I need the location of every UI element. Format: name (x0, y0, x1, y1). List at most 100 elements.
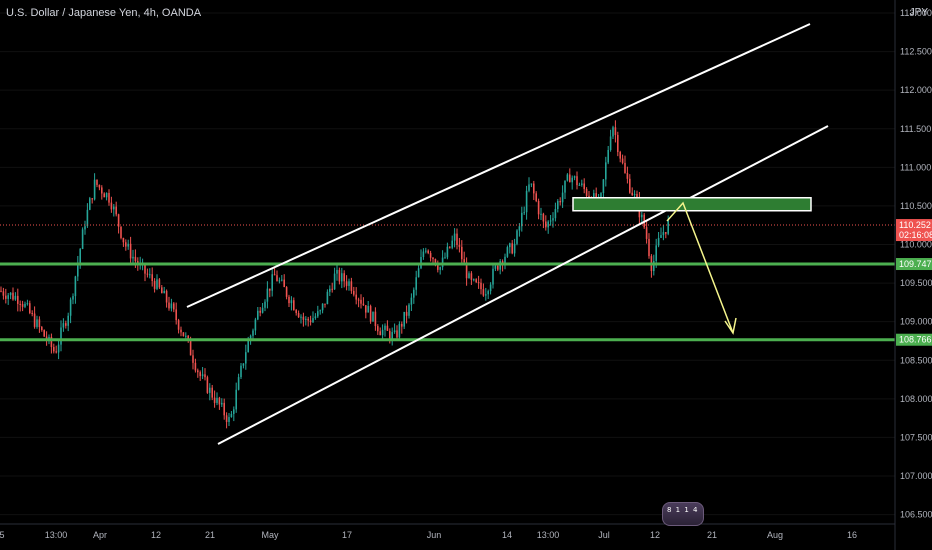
candle-body (561, 192, 564, 203)
candle-body (77, 262, 79, 277)
candle-body (449, 246, 451, 248)
candle-body (237, 377, 240, 390)
candle-body (641, 214, 643, 218)
candle-body (384, 325, 386, 330)
price-tick-label: 111.000 (900, 162, 931, 172)
level-price-tag-text: 108.766 (899, 335, 932, 345)
candle-body (307, 318, 309, 321)
candle-body (247, 341, 249, 353)
candle-body (293, 300, 295, 311)
candle-body (285, 287, 288, 297)
candle-body (72, 296, 74, 300)
candle-body (333, 273, 336, 290)
candle-body (458, 244, 461, 247)
candle-body (86, 209, 89, 227)
candle-body (223, 402, 225, 416)
time-tick-label: 21 (205, 530, 215, 540)
candle-body (259, 310, 261, 313)
price-axis[interactable]: 113.000 112.500 112.000 111.500 111.000 110.5… (894, 0, 932, 550)
candle-body (254, 319, 257, 331)
candle-body (273, 274, 276, 276)
candle-body (487, 291, 489, 295)
candle-body (547, 221, 549, 228)
candle-body (403, 311, 405, 327)
candle-body (297, 313, 300, 318)
candle-body (619, 151, 621, 159)
candle-body (386, 325, 389, 331)
candle-body (530, 183, 533, 185)
candle-body (475, 279, 477, 283)
candle-body (65, 323, 67, 326)
candle-body (353, 290, 355, 295)
time-tick-label: May (261, 530, 279, 540)
candle-body (41, 327, 43, 331)
candle-body (521, 212, 523, 227)
current-price-tag-bg (896, 219, 932, 242)
candle-body (422, 251, 425, 257)
candle-body (177, 320, 180, 330)
candle-body (451, 240, 453, 248)
projection-arrow-head (724, 317, 737, 335)
candle-body (621, 158, 624, 163)
candle-body (473, 279, 475, 281)
candle-body (360, 299, 362, 304)
candle-body (489, 284, 492, 292)
price-tick-label: 113.000 (900, 8, 932, 18)
candle-body (242, 363, 245, 366)
price-tick-label: 106.500 (900, 510, 932, 520)
grid (0, 12, 895, 516)
candle-body (17, 295, 19, 304)
candle-body (381, 329, 384, 336)
candle-body (158, 279, 161, 288)
candle-body (415, 277, 417, 290)
candle-body (165, 290, 168, 303)
candle-body (129, 243, 132, 259)
candle-body (110, 202, 113, 210)
candle-body (233, 409, 235, 414)
candle-body (189, 339, 192, 356)
time-axis[interactable]: 5 13:00 Apr 12 21 May 17 Jun 14 13:00 Jul 12 21 Aug 16 (0, 523, 895, 540)
candle-body (197, 370, 199, 373)
candle-body (552, 218, 554, 221)
candle-body (228, 417, 230, 422)
candle-body (528, 184, 530, 191)
candle-body (57, 344, 60, 353)
candle-body (331, 288, 333, 290)
chart-title: U.S. Dollar / Japanese Yen, 4h, OANDA (6, 7, 202, 19)
time-tick-label: Aug (767, 530, 783, 540)
price-tick-label: 107.000 (900, 471, 932, 481)
candle-body (348, 281, 350, 286)
candle-body (163, 290, 165, 294)
candle-body (149, 274, 151, 276)
candle-body (312, 318, 314, 323)
candle-body (612, 127, 614, 137)
event-badge-text: 8 1 1 4 (667, 506, 699, 514)
candle-body (350, 281, 353, 291)
candle-body (120, 226, 122, 238)
candle-body (485, 294, 487, 296)
candle-body (146, 273, 149, 275)
candle-body (655, 245, 657, 262)
candle-body (446, 246, 449, 258)
candle-body (173, 303, 175, 310)
candle-body (343, 273, 345, 282)
candle-body (305, 318, 307, 320)
candle-body (573, 176, 576, 178)
candle-body (269, 288, 271, 291)
candle-body (564, 180, 566, 193)
candle-body (504, 256, 506, 265)
price-tick-label: 108.000 (900, 394, 932, 404)
candle-body (588, 195, 590, 198)
time-tick-label: 12 (151, 530, 161, 540)
candle-body (144, 263, 146, 274)
candle-body (300, 316, 302, 318)
candle-body (437, 265, 439, 270)
candle-body (511, 243, 513, 254)
candle-body (410, 297, 413, 305)
event-badge-icon[interactable]: 8 1 1 4 (662, 502, 704, 526)
candle-body (434, 259, 437, 266)
candle-body (218, 397, 221, 405)
candle-body (374, 311, 377, 327)
candle-body (492, 268, 494, 285)
